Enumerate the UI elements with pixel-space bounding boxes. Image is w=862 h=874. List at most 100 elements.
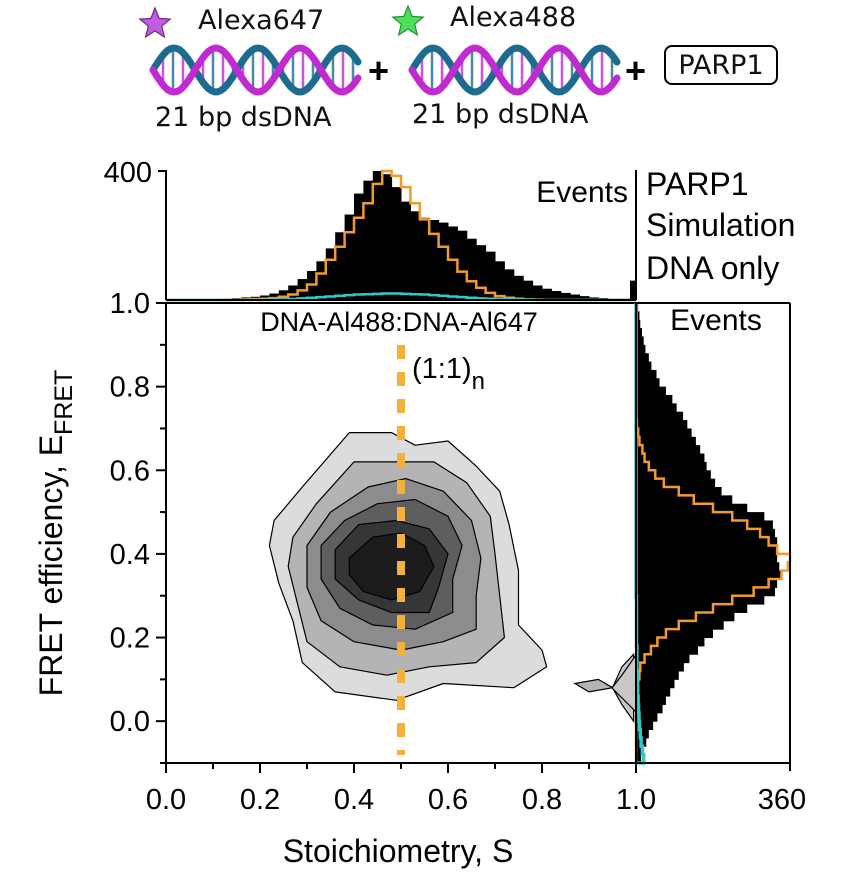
y-tick-label-3: 0.6: [110, 455, 150, 487]
right-bar-18: [636, 604, 748, 613]
right-bar-11: [636, 662, 684, 672]
dna1-dye-label: Alexa647: [198, 5, 324, 36]
right-bar-1: [636, 746, 644, 756]
right-bar-48: [636, 353, 649, 363]
contour-level-6: [348, 532, 435, 601]
top-bar-26: [410, 211, 421, 300]
top-bar-13: [288, 285, 299, 300]
right-bar-12: [636, 654, 690, 664]
right-bar-5: [636, 712, 658, 722]
alexa488-star-icon: [391, 4, 425, 37]
top-bar-25: [401, 201, 411, 300]
right-bar-43: [636, 395, 673, 404]
x-tick-label-0: 0.0: [146, 784, 186, 816]
right-bar-37: [636, 445, 701, 455]
dna-helix-2: [408, 44, 621, 96]
legend-parp1: PARP1: [646, 166, 749, 202]
right-bar-3: [636, 729, 649, 739]
dna2-length-label: 21 bp dsDNA: [412, 99, 589, 130]
top-bar-24: [391, 187, 402, 300]
guide-label-main: (1:1): [412, 353, 472, 385]
legend-dna-only: DNA only: [646, 250, 779, 286]
right-bar-23: [636, 562, 780, 572]
right-bar-26: [636, 537, 778, 547]
right-histogram-max-label: 360: [758, 784, 806, 816]
alexa647-star-icon: [138, 6, 172, 39]
right-bar-46: [636, 369, 657, 379]
top-bar-22: [372, 171, 383, 300]
right-bar-19: [636, 595, 765, 605]
guide-label-sub: n: [472, 368, 485, 395]
right-bar-27: [636, 528, 776, 538]
x-tick-label-4: 0.8: [522, 784, 562, 816]
right-histogram-marks: [611, 303, 792, 765]
top-bar-17: [325, 248, 336, 300]
parp1-box: [664, 45, 778, 85]
top-bar-19: [344, 214, 355, 300]
top-histogram: 400 Events: [104, 157, 637, 302]
dna-strand-b: [408, 44, 621, 96]
top-bar-32: [466, 238, 477, 300]
right-bar-0: [636, 754, 642, 764]
right-bar-47: [636, 361, 652, 371]
top-bar-29: [438, 222, 449, 300]
main-contour-plot: 0.0 0.2 0.4 0.6 0.8 1.0 0.0 0.2 0.4 0.6 0.8 1.0 DNA…: [33, 288, 656, 869]
dna-strand-b: [149, 44, 362, 96]
main-annotation: DNA-Al488:DNA-Al647: [260, 307, 538, 337]
top-bar-36: [504, 269, 515, 300]
right-bar-40: [636, 420, 688, 429]
right-histogram: 360 Events: [611, 302, 806, 816]
y-tick-label-2: 0.4: [110, 539, 150, 571]
right-bar-6: [636, 704, 663, 714]
right-bar-28: [636, 520, 773, 530]
dna-strand-a: [408, 44, 621, 96]
right-bar-36: [636, 453, 705, 463]
top-bar-16: [316, 261, 327, 300]
x-tick-label-2: 0.4: [334, 784, 374, 816]
right-bar-24: [636, 553, 778, 563]
right-bar-8: [636, 687, 671, 697]
y-axis-title-main: FRET efficiency, E: [33, 435, 69, 696]
right-bar-21: [636, 579, 778, 588]
top-bar-35: [495, 261, 505, 300]
right-bar-20: [636, 587, 776, 597]
right-bar-10: [636, 671, 679, 680]
top-bar-11: [269, 293, 280, 300]
right-bar-14: [636, 637, 705, 647]
small-contour-1: [573, 678, 615, 693]
plus-sign-2: +: [625, 50, 646, 91]
top-bar-37: [513, 275, 524, 300]
x-tick-label-1: 0.2: [240, 784, 280, 816]
top-histogram-y-title: Events: [536, 176, 628, 209]
top-bar-33: [476, 245, 487, 300]
right-bar-42: [636, 403, 677, 413]
y-tick-label-4: 0.8: [110, 372, 150, 404]
parp1-box-label: PARP1: [678, 50, 763, 81]
y-axis-title-sub: FRET: [50, 370, 78, 435]
y-tick-label-5: 1.0: [110, 288, 150, 320]
right-bar-41: [636, 411, 684, 421]
top-bar-31: [457, 230, 468, 300]
right-bar-25: [636, 545, 778, 555]
dna1-length-label: 21 bp dsDNA: [155, 102, 332, 133]
top-bar-30: [448, 226, 458, 300]
right-bar-7: [636, 696, 666, 705]
right-bar-45: [636, 378, 660, 388]
right-bar-34: [636, 470, 711, 480]
dna-strand-a: [149, 44, 362, 96]
right-bar-30: [636, 503, 748, 513]
right-bar-17: [636, 612, 735, 622]
header-schematic: Alexa647 21 bp dsDNA + Alexa488 21 bp ds…: [138, 2, 778, 133]
y-tick-label-0: 0.0: [110, 706, 150, 738]
top-bar-40: [542, 288, 552, 300]
y-tick-label-1: 0.2: [110, 623, 150, 655]
right-histogram-x-title: Events: [670, 304, 762, 337]
right-bar-4: [636, 721, 654, 731]
right-bar-33: [636, 478, 716, 488]
right-bar-51: [636, 328, 642, 337]
top-bar-38: [523, 280, 534, 300]
top-bar-28: [429, 220, 440, 300]
right-bar-29: [636, 512, 765, 521]
dna2-dye-label: Alexa488: [450, 2, 576, 33]
right-bar-31: [636, 495, 733, 505]
